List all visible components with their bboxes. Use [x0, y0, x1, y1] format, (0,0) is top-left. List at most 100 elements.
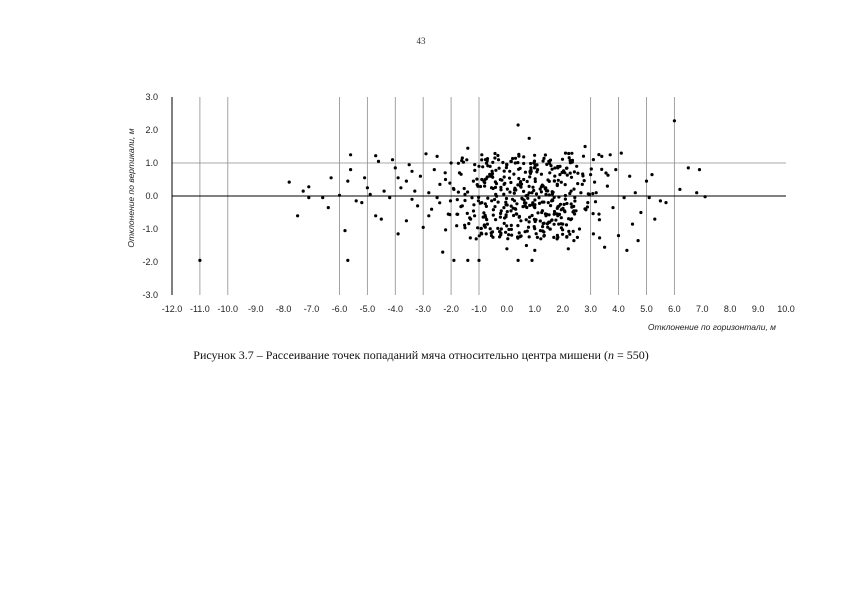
data-point — [575, 235, 580, 239]
data-point — [521, 205, 525, 209]
data-point — [579, 191, 583, 195]
data-point — [343, 229, 347, 233]
data-point — [506, 237, 510, 241]
data-point — [455, 224, 459, 228]
data-point — [544, 192, 548, 196]
y-tick-label: 1.0 — [145, 158, 158, 168]
data-point — [466, 258, 470, 262]
data-point — [510, 156, 515, 161]
data-point — [349, 168, 353, 172]
data-point — [502, 175, 506, 179]
caption-n-symbol: n — [607, 348, 614, 362]
data-point — [499, 185, 503, 189]
data-point — [448, 181, 452, 185]
data-point — [472, 203, 476, 207]
data-point — [301, 189, 305, 193]
data-point — [540, 210, 544, 215]
data-point — [493, 197, 497, 202]
data-point — [533, 198, 537, 202]
data-point — [567, 156, 571, 160]
data-point — [530, 203, 534, 207]
data-point — [622, 196, 626, 200]
data-point — [545, 212, 549, 216]
data-point — [485, 222, 489, 226]
data-point — [552, 179, 557, 183]
data-point — [517, 176, 521, 181]
data-point — [517, 215, 521, 219]
data-point — [499, 188, 503, 192]
data-point — [480, 158, 484, 162]
data-point — [587, 192, 592, 196]
data-point — [512, 199, 517, 203]
data-point — [541, 225, 545, 229]
data-point — [505, 247, 509, 251]
y-tick-label: -2.0 — [142, 257, 158, 267]
data-point — [522, 177, 526, 182]
data-point — [529, 166, 533, 170]
data-point — [337, 193, 342, 197]
scatter-chart: -12.0 -11.0 -10.0 -9.0 -8.0 -7.0 -6.0 -5.0 -4.0 -… — [126, 92, 795, 332]
data-point — [539, 190, 544, 194]
data-point — [376, 159, 381, 163]
data-point — [329, 176, 333, 180]
data-point — [600, 167, 604, 171]
data-point — [496, 200, 500, 204]
data-point — [463, 223, 467, 227]
data-point — [530, 258, 534, 262]
x-tick-label: 6.0 — [668, 304, 681, 314]
data-point — [374, 154, 378, 158]
data-point — [503, 181, 507, 185]
data-point — [565, 235, 569, 239]
data-point — [517, 152, 521, 156]
data-point — [382, 189, 386, 193]
data-point — [444, 228, 448, 232]
data-point — [591, 158, 596, 162]
data-point — [499, 211, 503, 216]
data-point — [562, 169, 566, 173]
data-point — [473, 168, 477, 172]
y-tick-label: 2.0 — [145, 125, 158, 135]
data-point — [478, 201, 482, 205]
data-point — [396, 176, 400, 180]
data-point — [539, 172, 544, 176]
data-point — [573, 212, 577, 216]
data-point — [581, 154, 586, 158]
data-point — [548, 158, 553, 162]
data-point — [611, 206, 615, 210]
data-point — [559, 208, 563, 212]
data-point — [534, 232, 538, 236]
data-point — [443, 177, 448, 182]
data-point — [512, 191, 516, 195]
data-point — [489, 234, 494, 238]
data-point — [516, 161, 520, 165]
data-point — [475, 177, 479, 181]
data-point — [511, 213, 516, 218]
data-point — [494, 218, 498, 222]
x-tick-label: 2.0 — [556, 304, 569, 314]
data-point — [547, 193, 551, 197]
data-point — [495, 194, 499, 198]
data-point — [393, 166, 397, 170]
data-point — [600, 154, 604, 158]
data-point — [562, 202, 566, 206]
data-point — [463, 192, 467, 196]
data-point — [483, 158, 488, 162]
data-point — [407, 163, 411, 167]
data-point — [496, 226, 500, 230]
data-point — [515, 202, 519, 206]
data-point — [482, 211, 486, 215]
data-point — [460, 159, 464, 163]
figure-caption: Рисунок 3.7 – Рассеивание точек попадани… — [0, 348, 842, 363]
data-point — [516, 183, 520, 187]
data-point — [494, 168, 498, 172]
data-point — [493, 151, 497, 156]
data-point — [548, 171, 552, 175]
data-point — [527, 220, 531, 224]
data-point — [449, 161, 453, 165]
data-point — [482, 179, 486, 183]
data-point — [565, 166, 569, 170]
data-point — [616, 234, 621, 238]
data-point — [556, 178, 560, 182]
data-point — [504, 200, 508, 204]
data-point — [604, 171, 608, 175]
